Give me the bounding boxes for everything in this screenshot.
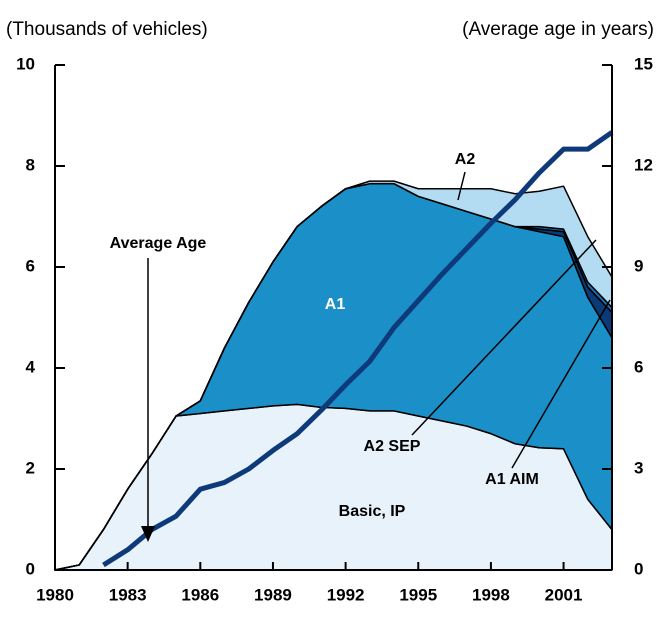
y-tick-label: 2 [26,458,35,477]
x-tick-label: 1983 [109,585,147,604]
x-tick-label: 1998 [472,585,510,604]
y-tick-label: 10 [16,54,35,73]
annotation: Average Age [110,235,207,252]
x-tick-label: 1995 [399,585,437,604]
y2-tick-label: 3 [634,458,643,477]
y-tick-label: 0 [26,559,35,578]
leader-line [411,239,597,436]
y-tick-label: 6 [26,256,35,275]
x-tick-label: 1992 [327,585,365,604]
arrowhead [141,526,155,542]
x-tick-label: 1980 [36,585,74,604]
y2-tick-label: 15 [634,54,653,73]
y2-tick-label: 6 [634,357,643,376]
y-tick-label: 4 [26,357,36,376]
annotation: Basic, IP [339,503,406,520]
x-tick-label: 1989 [254,585,292,604]
y-tick-label: 8 [26,155,35,174]
annotation: A1 [325,296,346,313]
y-axis-label: (Thousands of vehicles) [6,19,208,40]
line [102,130,614,568]
annotation: A2 SEP [364,438,421,455]
y2-tick-label: 9 [634,256,643,275]
annotation: A1 AIM [485,471,539,488]
annotation: A2 [455,151,476,168]
x-tick-label: 1986 [181,585,219,604]
leader-line [511,299,611,469]
x-tick-label: 2001 [545,585,583,604]
y2-tick-label: 12 [634,155,653,174]
y2-axis-label: (Average age in years) [462,19,654,40]
y2-tick-label: 0 [634,559,643,578]
leader-line [457,171,466,201]
